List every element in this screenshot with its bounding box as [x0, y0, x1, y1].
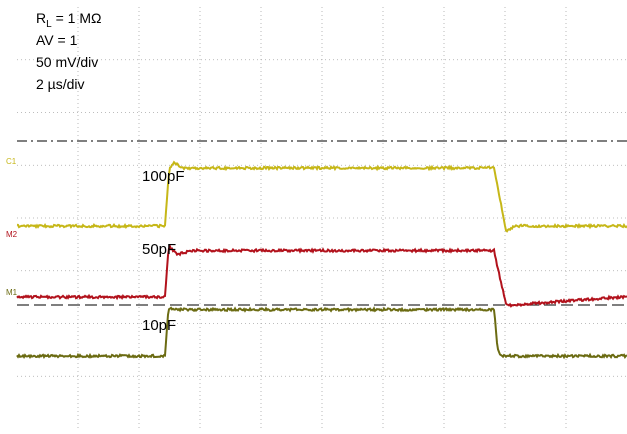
rl-label: RL = 1 MΩ: [36, 10, 102, 30]
label-50pf: 50pF: [142, 241, 177, 258]
label-10pf: 10pF: [142, 317, 177, 334]
trace-50pf: [16, 244, 627, 308]
m1-marker: M1: [6, 288, 18, 297]
c1-marker: C1: [6, 157, 17, 166]
tdiv-label: 2 µs/div: [36, 76, 85, 92]
label-100pf: 100pF: [142, 168, 185, 185]
grid: [17, 7, 627, 429]
trace-100pf: [16, 160, 627, 233]
m2-marker: M2: [6, 230, 18, 239]
plot-area: [17, 7, 621, 429]
vdiv-label: 50 mV/div: [36, 54, 99, 70]
av-label: AV = 1: [36, 32, 78, 48]
trace-10pf: [16, 306, 627, 360]
